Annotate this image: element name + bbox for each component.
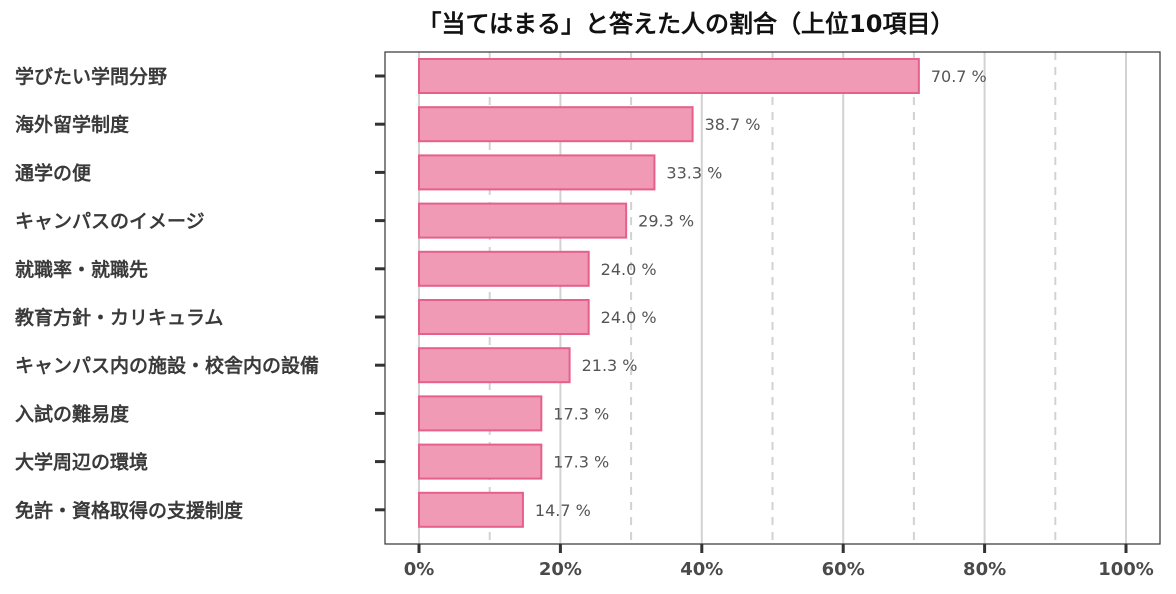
data-label: 33.3 % <box>666 163 722 182</box>
x-tick-label: 20% <box>539 559 582 580</box>
bar <box>418 299 590 335</box>
data-label: 21.3 % <box>582 356 638 375</box>
data-label: 24.0 % <box>601 260 657 279</box>
category-label: 教育方針・カリキュラム <box>15 306 223 329</box>
bar <box>418 106 694 143</box>
bar <box>418 443 543 480</box>
bar <box>418 154 656 191</box>
chart-title: 「当てはまる」と答えた人の割合（上位10項目） <box>418 10 955 38</box>
category-label: 入試の難易度 <box>15 402 130 425</box>
bar <box>418 347 571 384</box>
bar <box>418 250 590 287</box>
bar <box>418 491 524 528</box>
category-label: 就職率・就職先 <box>15 258 148 281</box>
category-label: キャンパス内の施設・校舎内の設備 <box>15 354 319 377</box>
x-axis: 0% 20% 40% 60% 80% 100% <box>404 544 1154 580</box>
x-tick-label: 60% <box>822 559 865 580</box>
bar <box>418 395 543 432</box>
x-tick-label: 40% <box>680 559 723 580</box>
category-label: 学びたい学問分野 <box>15 65 167 88</box>
x-tick-label: 0% <box>404 559 435 580</box>
category-label: 通学の便 <box>15 161 92 184</box>
x-tick-label: 80% <box>963 559 1006 580</box>
data-labels: 70.7 % 38.7 % 33.3 % 29.3 % 24.0 % 24.0 % 21.3… <box>535 67 987 520</box>
category-label: キャンパスのイメージ <box>15 211 205 233</box>
data-label: 38.7 % <box>705 115 761 134</box>
bars <box>418 58 920 528</box>
data-label: 70.7 % <box>931 67 987 86</box>
data-label: 14.7 % <box>535 501 591 520</box>
plot-panel <box>384 51 1161 545</box>
data-label: 24.0 % <box>601 308 657 327</box>
bar <box>418 58 920 94</box>
x-tick-label: 100% <box>1098 559 1154 580</box>
category-label: 海外留学制度 <box>15 113 130 136</box>
y-axis: 学びたい学問分野海外留学制度通学の便キャンパスのイメージ就職率・就職先教育方針・… <box>15 65 385 522</box>
data-label: 17.3 % <box>553 404 609 423</box>
data-label: 17.3 % <box>553 453 609 472</box>
category-label: 大学周辺の環境 <box>15 451 148 474</box>
bar <box>418 202 628 239</box>
category-label: 免許・資格取得の支援制度 <box>15 499 244 522</box>
data-label: 29.3 % <box>638 212 694 231</box>
